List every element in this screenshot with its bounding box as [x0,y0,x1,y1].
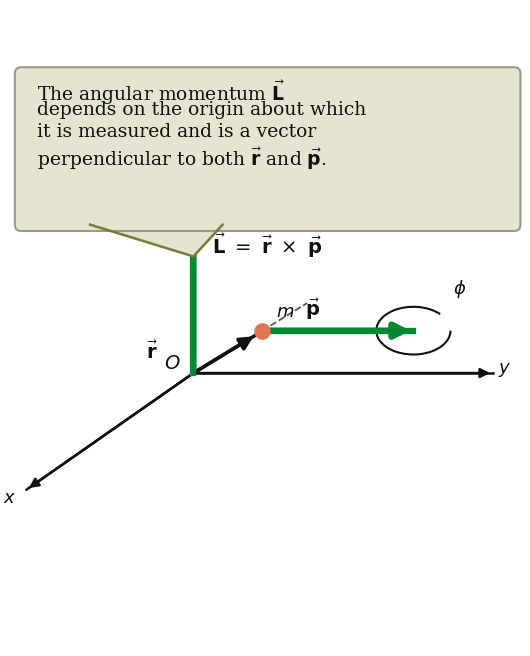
Polygon shape [90,224,223,256]
Text: $\vec{\mathbf{p}}$: $\vec{\mathbf{p}}$ [305,297,320,322]
Text: depends on the origin about which: depends on the origin about which [37,101,366,119]
Text: it is measured and is a vector: it is measured and is a vector [37,123,316,142]
Text: $\phi$: $\phi$ [453,277,466,300]
Text: $\vec{\mathbf{L}}\ =\ \vec{\mathbf{r}}\ \times\ \vec{\mathbf{p}}$: $\vec{\mathbf{L}}\ =\ \vec{\mathbf{r}}\ … [212,232,322,260]
Text: perpendicular to both $\vec{\mathbf{r}}$ and $\vec{\mathbf{p}}$.: perpendicular to both $\vec{\mathbf{r}}$… [37,146,326,172]
FancyBboxPatch shape [15,68,520,231]
Text: The angular momentum $\vec{\mathbf{L}}$: The angular momentum $\vec{\mathbf{L}}$ [37,79,285,107]
Text: $z$: $z$ [200,169,211,188]
Text: $y$: $y$ [498,361,511,379]
Text: $\vec{\mathbf{r}}$: $\vec{\mathbf{r}}$ [146,340,158,363]
Text: $x$: $x$ [3,489,16,506]
Text: $O$: $O$ [164,355,181,373]
Text: $m$: $m$ [276,303,294,321]
